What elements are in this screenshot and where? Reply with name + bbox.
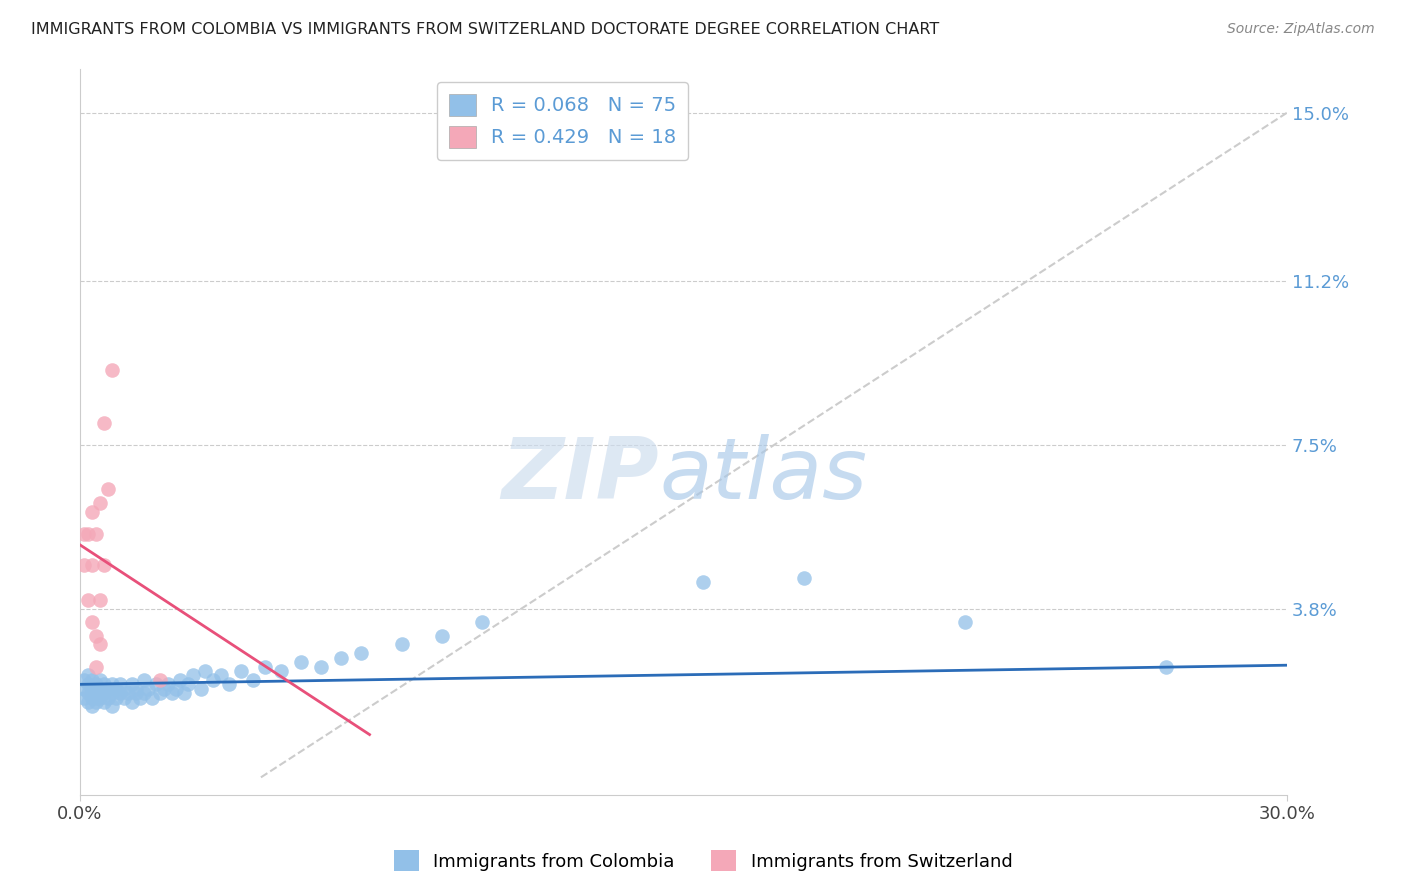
- Point: [93, 558, 115, 572]
- Point: [93, 686, 115, 700]
- Point: [112, 681, 135, 696]
- Point: [77, 526, 100, 541]
- Point: [125, 681, 148, 696]
- Point: [84, 677, 107, 691]
- Point: [270, 664, 292, 678]
- Point: [93, 677, 115, 691]
- Point: [73, 526, 96, 541]
- Point: [134, 673, 156, 687]
- Point: [169, 673, 191, 687]
- Point: [93, 416, 115, 430]
- Point: [77, 593, 100, 607]
- Point: [129, 690, 152, 705]
- Point: [89, 690, 111, 705]
- Point: [953, 615, 976, 630]
- Point: [290, 655, 312, 669]
- Point: [242, 673, 264, 687]
- Point: [89, 637, 111, 651]
- Point: [162, 686, 184, 700]
- Point: [309, 659, 332, 673]
- Text: Source: ZipAtlas.com: Source: ZipAtlas.com: [1227, 22, 1375, 37]
- Point: [84, 681, 107, 696]
- Point: [153, 681, 176, 696]
- Point: [253, 659, 276, 673]
- Point: [121, 695, 143, 709]
- Point: [84, 629, 107, 643]
- Point: [77, 677, 100, 691]
- Legend: Immigrants from Colombia, Immigrants from Switzerland: Immigrants from Colombia, Immigrants fro…: [387, 843, 1019, 879]
- Text: IMMIGRANTS FROM COLOMBIA VS IMMIGRANTS FROM SWITZERLAND DOCTORATE DEGREE CORRELA: IMMIGRANTS FROM COLOMBIA VS IMMIGRANTS F…: [31, 22, 939, 37]
- Point: [141, 690, 163, 705]
- Point: [165, 681, 187, 696]
- Point: [1154, 659, 1177, 673]
- Point: [105, 681, 128, 696]
- Point: [77, 686, 100, 700]
- Point: [97, 483, 120, 497]
- Point: [194, 664, 217, 678]
- Point: [134, 686, 156, 700]
- Point: [209, 668, 232, 682]
- Point: [157, 677, 180, 691]
- Point: [391, 637, 413, 651]
- Point: [101, 686, 124, 700]
- Point: [73, 673, 96, 687]
- Point: [229, 664, 252, 678]
- Point: [136, 681, 159, 696]
- Point: [84, 659, 107, 673]
- Point: [97, 681, 120, 696]
- Legend: R = 0.068   N = 75, R = 0.429   N = 18: R = 0.068 N = 75, R = 0.429 N = 18: [437, 82, 689, 160]
- Point: [201, 673, 224, 687]
- Point: [149, 673, 172, 687]
- Point: [97, 690, 120, 705]
- Point: [80, 681, 103, 696]
- Point: [89, 593, 111, 607]
- Point: [101, 677, 124, 691]
- Point: [117, 686, 139, 700]
- Point: [181, 668, 204, 682]
- Text: atlas: atlas: [659, 434, 868, 516]
- Text: ZIP: ZIP: [502, 434, 659, 516]
- Point: [77, 668, 100, 682]
- Point: [218, 677, 240, 691]
- Point: [430, 629, 453, 643]
- Point: [80, 690, 103, 705]
- Point: [80, 686, 103, 700]
- Point: [350, 646, 373, 660]
- Point: [471, 615, 494, 630]
- Point: [692, 575, 714, 590]
- Point: [149, 686, 172, 700]
- Point: [173, 686, 195, 700]
- Point: [177, 677, 200, 691]
- Point: [89, 496, 111, 510]
- Point: [793, 571, 815, 585]
- Point: [101, 363, 124, 377]
- Point: [125, 686, 148, 700]
- Point: [77, 695, 100, 709]
- Point: [84, 690, 107, 705]
- Point: [73, 690, 96, 705]
- Point: [80, 504, 103, 518]
- Point: [89, 686, 111, 700]
- Point: [145, 677, 167, 691]
- Point: [84, 526, 107, 541]
- Point: [105, 690, 128, 705]
- Point: [330, 650, 353, 665]
- Point: [101, 699, 124, 714]
- Point: [80, 558, 103, 572]
- Point: [73, 558, 96, 572]
- Point: [121, 677, 143, 691]
- Point: [73, 681, 96, 696]
- Point: [80, 615, 103, 630]
- Point: [80, 699, 103, 714]
- Point: [112, 690, 135, 705]
- Point: [108, 677, 131, 691]
- Point: [89, 673, 111, 687]
- Point: [89, 681, 111, 696]
- Point: [84, 695, 107, 709]
- Point: [108, 686, 131, 700]
- Point: [93, 695, 115, 709]
- Point: [190, 681, 212, 696]
- Point: [80, 673, 103, 687]
